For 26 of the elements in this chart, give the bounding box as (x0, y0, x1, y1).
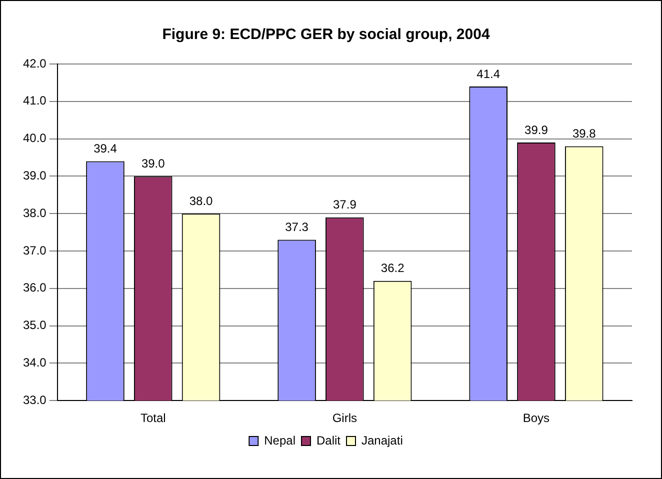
y-tick-label: 34.0 (22, 356, 47, 370)
x-tick-label: Girls (332, 411, 358, 426)
y-tick-label: 38.0 (22, 206, 47, 220)
legend-label: Janajati (362, 433, 403, 448)
y-tick-label: 41.0 (22, 94, 47, 108)
chart-title: Figure 9: ECD/PPC GER by social group, 2004 (162, 26, 490, 44)
data-label: 39.0 (141, 156, 166, 171)
data-label: 39.9 (524, 122, 548, 137)
y-tick-label: 37.0 (22, 243, 47, 258)
data-label: 39.4 (94, 142, 118, 156)
legend-label: Dalit (316, 433, 342, 448)
y-tick-label: 39.0 (22, 168, 47, 183)
data-label: 38.0 (189, 194, 214, 208)
y-tick-label: 36.0 (22, 280, 47, 295)
y-tick-label: 42.0 (22, 56, 47, 70)
data-label: 37.9 (333, 198, 357, 212)
data-label: 36.2 (380, 261, 405, 276)
y-tick-label: 40.0 (22, 131, 47, 146)
legend-label: Nepal (264, 433, 296, 448)
data-label: 37.3 (285, 220, 309, 234)
y-tick-label: 33.0 (22, 392, 47, 407)
data-label: 39.8 (572, 126, 596, 141)
y-tick-label: 35.0 (22, 318, 47, 332)
x-tick-label: Boys (522, 411, 550, 426)
data-label: 41.4 (476, 66, 500, 81)
x-tick-label: Total (140, 411, 166, 426)
